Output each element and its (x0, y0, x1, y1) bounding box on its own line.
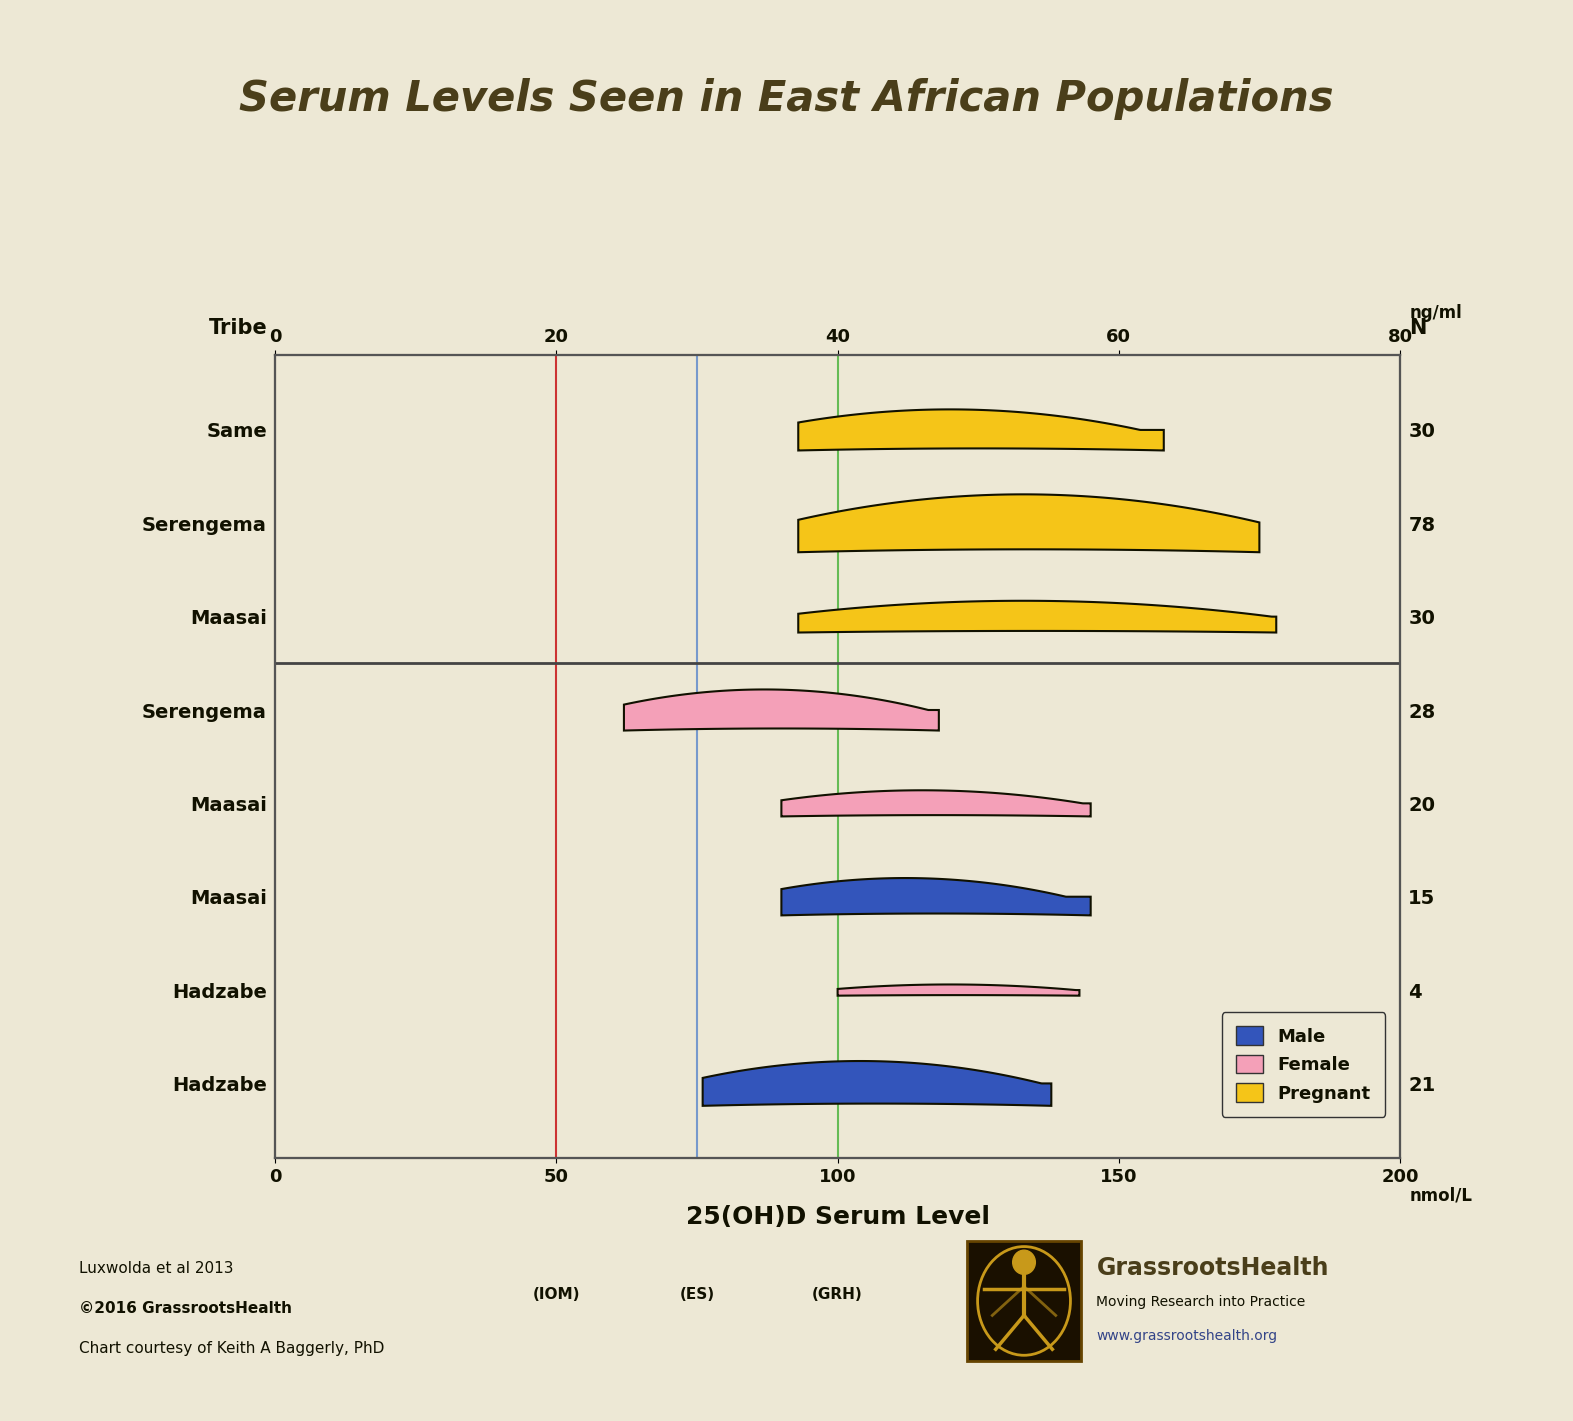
X-axis label: 25(OH)D Serum Level: 25(OH)D Serum Level (686, 1205, 989, 1229)
Text: N: N (1409, 318, 1427, 338)
Text: nmol/L: nmol/L (1409, 1187, 1472, 1204)
Polygon shape (782, 790, 1090, 817)
Polygon shape (837, 985, 1079, 996)
Text: ng/ml: ng/ml (1409, 304, 1463, 321)
Text: (GRH): (GRH) (812, 1286, 864, 1302)
Text: ©2016 GrassrootsHealth: ©2016 GrassrootsHealth (79, 1302, 291, 1316)
Circle shape (1013, 1250, 1035, 1275)
Text: Tribe: Tribe (209, 318, 267, 338)
Polygon shape (798, 409, 1164, 450)
Text: Chart courtesy of Keith A Baggerly, PhD: Chart courtesy of Keith A Baggerly, PhD (79, 1341, 384, 1356)
Polygon shape (703, 1061, 1051, 1106)
Text: (IOM): (IOM) (533, 1286, 580, 1302)
Polygon shape (624, 689, 939, 730)
Text: Moving Research into Practice: Moving Research into Practice (1096, 1295, 1306, 1309)
Text: (ES): (ES) (680, 1286, 714, 1302)
Legend: Male, Female, Pregnant: Male, Female, Pregnant (1222, 1012, 1386, 1117)
Text: www.grassrootshealth.org: www.grassrootshealth.org (1096, 1329, 1277, 1343)
Text: Serum Levels Seen in East African Populations: Serum Levels Seen in East African Popula… (239, 78, 1334, 121)
Text: Luxwolda et al 2013: Luxwolda et al 2013 (79, 1262, 233, 1276)
Polygon shape (782, 878, 1090, 915)
Polygon shape (798, 601, 1276, 632)
Polygon shape (798, 495, 1260, 553)
Text: GrassrootsHealth: GrassrootsHealth (1096, 1256, 1329, 1279)
FancyBboxPatch shape (967, 1241, 1081, 1361)
